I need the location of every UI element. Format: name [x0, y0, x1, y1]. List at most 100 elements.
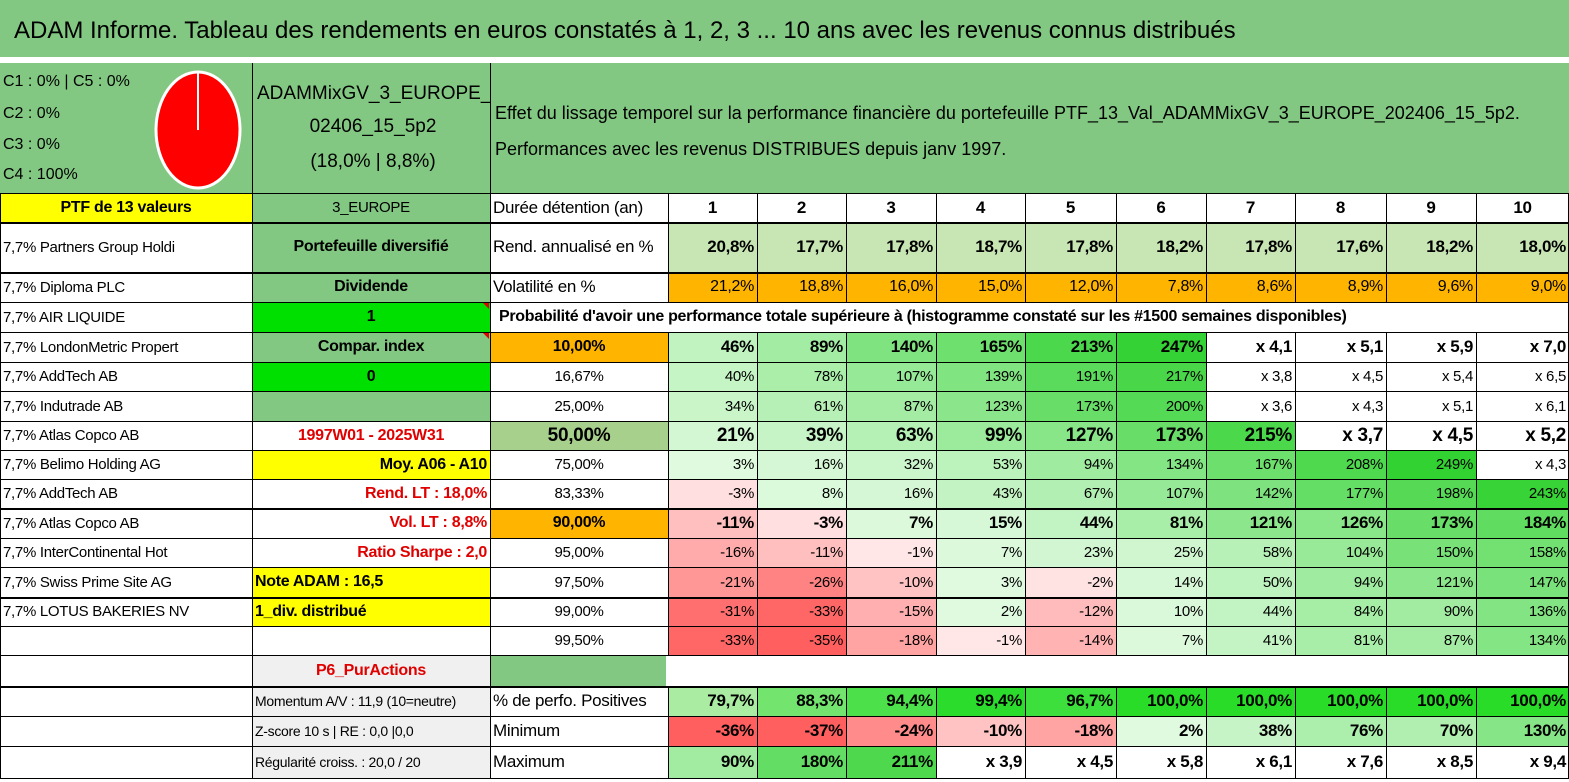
probability-level: 16,67%: [554, 368, 604, 385]
annualized-return-value: 17,8%: [1206, 222, 1295, 272]
probability-value: 104%: [1295, 538, 1386, 567]
probability-value: x 4,5: [1386, 421, 1476, 450]
volatility-value: 21,2%: [668, 272, 757, 302]
probability-value: 127%: [1025, 421, 1116, 450]
probability-value: -11%: [757, 538, 846, 567]
probability-value: 90%: [1386, 597, 1476, 626]
probability-value: 249%: [1386, 450, 1476, 479]
probability-value: 173%: [1116, 421, 1206, 450]
col-divider: [846, 332, 847, 655]
probability-value: 7%: [846, 508, 936, 538]
probability-value: -12%: [1025, 597, 1116, 626]
description-line-2: Performances avec les revenus DISTRIBUES…: [495, 139, 1007, 159]
probability-value: 147%: [1476, 567, 1569, 597]
probability-value: 167%: [1206, 450, 1295, 479]
year-header: 8: [1335, 197, 1346, 217]
row-divider: [0, 508, 1569, 510]
probability-value: 43%: [936, 479, 1025, 508]
row-divider: [0, 567, 1569, 568]
col-divider: [1476, 332, 1477, 655]
row-divider: [0, 421, 1569, 422]
probability-value: -26%: [757, 567, 846, 597]
col-divider: [252, 193, 253, 778]
row-divider: [0, 302, 668, 303]
holding-row: 7,7% Indutrade AB: [3, 397, 123, 415]
probability-value: 16%: [757, 450, 846, 479]
probability-value: -16%: [668, 538, 757, 567]
col-divider: [1386, 332, 1387, 655]
probability-level: 99,50%: [554, 632, 604, 649]
probability-value: 94%: [1025, 450, 1116, 479]
col-divider: [1116, 332, 1117, 655]
maximum-value: x 5,8: [1116, 746, 1206, 778]
year-header: 9: [1426, 197, 1436, 217]
col-divider: [936, 332, 937, 655]
probability-value: 173%: [1386, 508, 1476, 538]
col-divider: [668, 193, 669, 302]
col-divider: [1295, 686, 1296, 778]
probability-value: -33%: [757, 597, 846, 626]
zscore-label: Z-score 10 s | RE : 0,0 |0,0: [252, 716, 490, 746]
probability-value: 84%: [1295, 597, 1386, 626]
volatility-value: 7,8%: [1116, 272, 1206, 302]
probability-value: 107%: [846, 362, 936, 391]
col-divider: [1295, 332, 1296, 655]
probability-value: 23%: [1025, 538, 1116, 567]
probability-value: 78%: [757, 362, 846, 391]
minimum-value: -36%: [668, 716, 757, 746]
probability-level: 99,00%: [554, 603, 604, 620]
probability-value: 99%: [936, 421, 1025, 450]
probability-value: 40%: [668, 362, 757, 391]
col-divider: [757, 332, 758, 655]
probability-value: 3%: [668, 450, 757, 479]
p6-label: P6_PurActions: [252, 655, 490, 686]
description-box: Effet du lissage temporel sur la perform…: [490, 63, 1569, 193]
volatility-value: 12,0%: [1025, 272, 1116, 302]
annualized-return-value: 18,2%: [1386, 222, 1476, 272]
minimum-value: 70%: [1386, 716, 1476, 746]
row-divider: [490, 302, 1569, 303]
positive-perf-value: 100,0%: [1295, 686, 1386, 716]
year-header: 6: [1156, 197, 1166, 217]
compar-index-flag: 0: [252, 362, 490, 391]
year-header: 1: [707, 197, 718, 217]
probability-value: 173%: [1025, 391, 1116, 421]
probability-value: 184%: [1476, 508, 1569, 538]
maximum-value: x 6,1: [1206, 746, 1295, 778]
probability-value: -14%: [1025, 626, 1116, 655]
probability-value: 7%: [936, 538, 1025, 567]
row-divider: [0, 391, 1569, 392]
probability-value: -2%: [1025, 567, 1116, 597]
col-divider: [1476, 193, 1477, 302]
probability-value: -3%: [757, 508, 846, 538]
annualized-return-value: 18,2%: [1116, 222, 1206, 272]
comment-marker-icon: [483, 303, 489, 309]
probability-value: x 4,3: [1295, 391, 1386, 421]
col-divider: [1386, 686, 1387, 778]
year-header: 3: [886, 197, 896, 217]
long-term-return: Rend. LT : 18,0%: [364, 484, 487, 502]
row-divider: [0, 332, 668, 333]
minimum-value: -24%: [846, 716, 936, 746]
probability-value: -31%: [668, 597, 757, 626]
holding-row: 7,7% Belimo Holding AG: [3, 456, 161, 473]
probability-value: 200%: [1116, 391, 1206, 421]
probability-level: 97,50%: [554, 573, 604, 591]
probability-value: -21%: [668, 567, 757, 597]
probability-level: 95,00%: [554, 544, 604, 561]
distribution-label: 1_div. distribué: [252, 597, 490, 626]
long-term-volatility: Vol. LT : 8,8%: [389, 514, 488, 531]
probability-value: -3%: [668, 479, 757, 508]
description-line-1: Effet du lissage temporel sur la perform…: [495, 103, 1520, 123]
probability-value: -35%: [757, 626, 846, 655]
probability-value: 25%: [1116, 538, 1206, 567]
probability-value: 243%: [1476, 479, 1569, 508]
probability-value: 58%: [1206, 538, 1295, 567]
probability-value: 16%: [846, 479, 936, 508]
year-header: 4: [975, 197, 986, 217]
minimum-value: 76%: [1295, 716, 1386, 746]
probability-value: 10%: [1116, 597, 1206, 626]
row-divider: [0, 538, 1569, 539]
portfolio-name-box: ADAMMixGV_3_EUROPE_2 02406_15_5p2 (18,0%…: [252, 63, 502, 193]
probability-value: 208%: [1295, 450, 1386, 479]
